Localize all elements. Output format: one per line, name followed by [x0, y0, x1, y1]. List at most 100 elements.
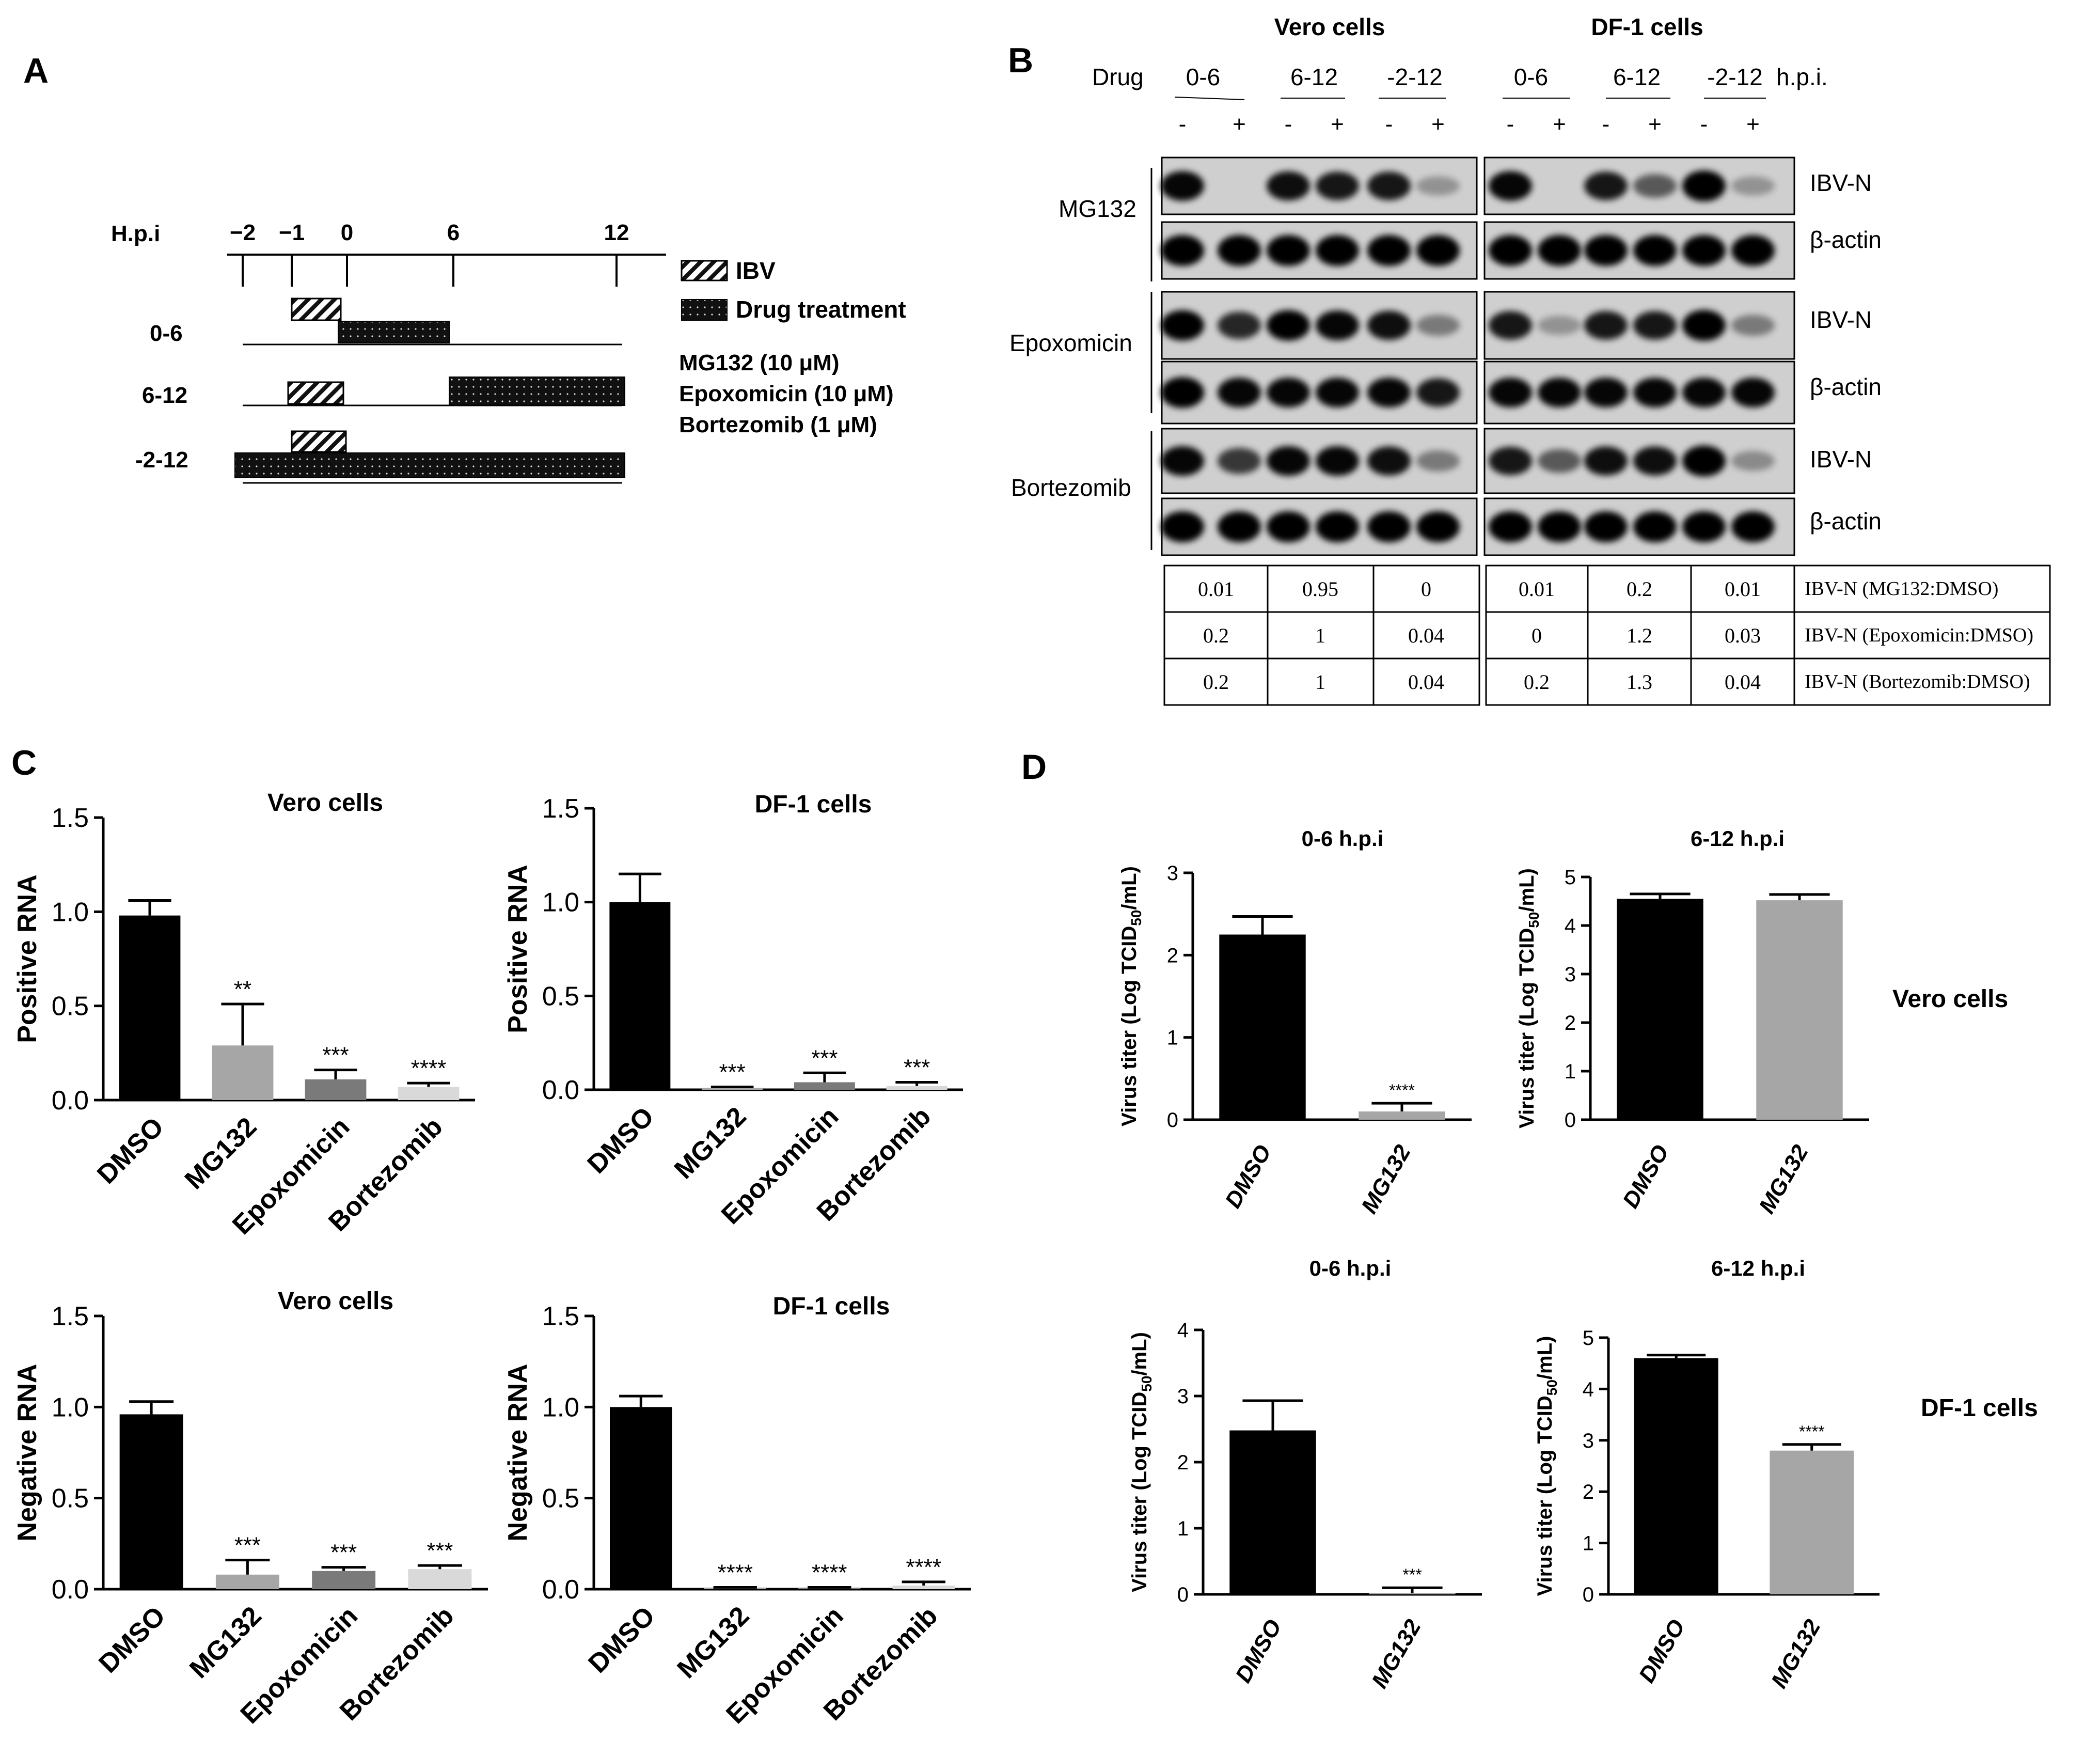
wb-band [1489, 235, 1532, 266]
significance-mark: **** [906, 1555, 942, 1580]
legend-ibv-label: IBV [736, 257, 776, 284]
df1-table-cell: 0.2 [1627, 577, 1652, 601]
bar-mg132 [1359, 1111, 1445, 1120]
bar-dmso [119, 915, 181, 1100]
wb-band [1267, 446, 1310, 476]
wb-band-label-ibvn-3: IBV-N [1810, 446, 1872, 473]
df1-table-cell: 1.3 [1627, 670, 1652, 694]
wb-band [1682, 310, 1726, 341]
bar-epoxomicin [305, 1079, 367, 1100]
wb-band [1367, 511, 1411, 542]
x-tick-label: MG132 [1754, 1140, 1813, 1218]
drug-bar-row2 [449, 377, 625, 406]
bar-dmso [119, 1414, 183, 1589]
wb-band [1416, 378, 1460, 407]
wb-sign-label: + [1746, 112, 1760, 137]
tick-label-m2: −2 [230, 220, 256, 245]
x-tick-label: DMSO [1634, 1616, 1690, 1687]
wb-band [1584, 378, 1628, 407]
wb-band [1267, 235, 1310, 266]
wb-band [1633, 235, 1677, 266]
bar-mg132 [215, 1574, 279, 1589]
wb-vero-group-6-12: 6-12 [1290, 64, 1338, 90]
wb-band [1161, 310, 1204, 341]
x-tick-label: MG132 [1367, 1615, 1426, 1692]
y-tick-label: 1 [1583, 1532, 1594, 1555]
wb-df1-group-m2-12: -2-12 [1707, 64, 1762, 90]
wb-band [1367, 378, 1411, 407]
chart-title: 0-6 h.p.i [1302, 826, 1384, 851]
y-tick-label: 0.5 [52, 992, 89, 1022]
bar-bortezomib [408, 1569, 472, 1589]
y-axis-label: Negative RNA [12, 1364, 42, 1542]
df1-table-cell: 0.03 [1725, 624, 1761, 647]
significance-mark: *** [811, 1045, 838, 1071]
legend-drug-label: Drug treatment [736, 296, 906, 323]
y-tick-label: 1.5 [52, 1302, 89, 1331]
y-tick-label: 3 [1167, 862, 1178, 885]
wb-band [1682, 235, 1726, 266]
y-axis-label: Virus titer (Log TCID50/mL) [1534, 1336, 1560, 1596]
wb-df1-title: DF-1 cells [1591, 13, 1703, 40]
y-tick-label: 0 [1565, 1109, 1576, 1132]
wb-band [1267, 310, 1310, 341]
bar-bortezomib [886, 1086, 948, 1090]
df1-table-cell: 0 [1531, 624, 1542, 647]
legend-drug-swatch [681, 299, 728, 321]
bar-mg132 [1369, 1593, 1456, 1594]
wb-band [1367, 171, 1411, 200]
wb-band [1267, 171, 1310, 201]
chart-d1: 0-6 h.p.i 0 1 2 3 Virus titer (Log TCID50/mL)… [1118, 826, 1472, 1218]
significance-mark: **** [411, 1056, 447, 1081]
wb-df1-group-0-6: 0-6 [1514, 64, 1548, 90]
chart-c2: DF-1 cells 0.0 0.5 1.0 1.5 Positive RNA DMSO **… [503, 791, 963, 1230]
x-tick-label: DMSO [93, 1601, 171, 1679]
wb-band [1584, 171, 1628, 200]
tick-label-12: 12 [604, 220, 629, 245]
legend-ibv-swatch [681, 260, 728, 281]
tick-label-6: 6 [447, 220, 460, 245]
y-axis-label: Virus titer (Log TCID50/mL) [1515, 868, 1542, 1128]
wb-band [1489, 171, 1532, 201]
timeline-hpi-label: H.p.i [111, 221, 160, 246]
wb-label-epoxomicin: Epoxomicin [1009, 330, 1132, 356]
y-tick-label: 1.5 [52, 803, 89, 833]
wb-band [1584, 446, 1628, 476]
x-tick-label: DMSO [582, 1101, 660, 1179]
wb-band [1267, 378, 1310, 407]
western-blot: Vero cells DF-1 cells Drug 0-6 6-12 -2-1… [1009, 13, 2051, 706]
significance-mark: **** [718, 1560, 753, 1585]
table-row-label: IBV-N (MG132:DMSO) [1805, 578, 1998, 600]
chart-d3: 0-6 h.p.i 0 1 2 3 4 Virus titer (Log TCID50/mL… [1128, 1256, 1482, 1692]
chart-title: DF-1 cells [773, 1293, 890, 1320]
wb-band [1161, 511, 1204, 542]
x-tick-label: DMSO [582, 1601, 660, 1679]
y-tick-label: 2 [1583, 1481, 1594, 1503]
wb-band [1316, 511, 1359, 542]
bar-dmso [610, 1407, 672, 1589]
wb-band-label-ibvn-1: IBV-N [1810, 169, 1872, 196]
wb-band [1731, 315, 1775, 336]
panel-a-label: A [23, 51, 49, 90]
wb-band [1633, 511, 1677, 542]
y-tick-label: 1.5 [542, 1302, 579, 1331]
wb-band [1489, 311, 1532, 340]
wb-band [1218, 311, 1261, 339]
significance-mark: *** [719, 1060, 745, 1085]
significance-mark: *** [427, 1538, 453, 1563]
bar-bortezomib [892, 1585, 955, 1589]
wb-band [1267, 511, 1310, 542]
bar-dmso [1219, 934, 1306, 1120]
bar-bortezomib [398, 1087, 460, 1100]
bar-dmso [1634, 1358, 1718, 1594]
wb-band [1731, 451, 1775, 471]
wb-band [1416, 511, 1460, 542]
wb-band [1584, 511, 1628, 542]
y-tick-label: 1.0 [52, 897, 89, 927]
table-row-label: IBV-N (Epoxomicin:DMSO) [1805, 624, 2033, 646]
significance-mark: *** [234, 1533, 261, 1558]
chart-title: Vero cells [267, 789, 383, 817]
bar-epoxomicin [798, 1588, 861, 1589]
wb-sign-label: + [1431, 112, 1445, 137]
wb-sign-label: - [1179, 112, 1187, 137]
